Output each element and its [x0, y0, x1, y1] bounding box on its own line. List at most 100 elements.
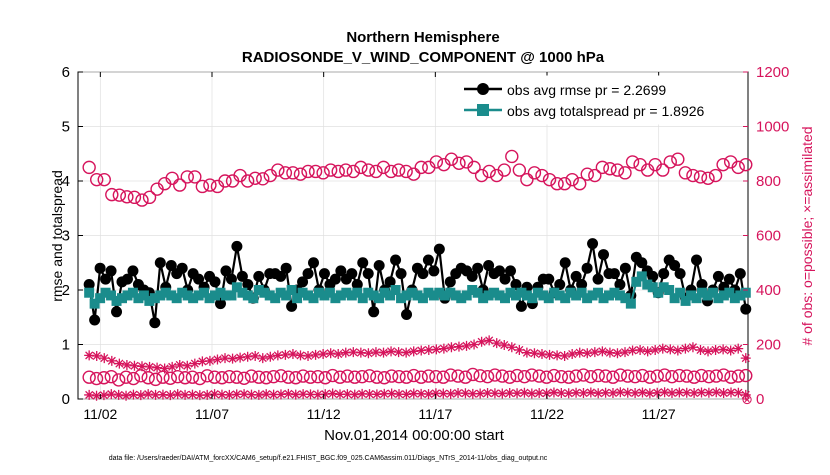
- count-point-assimilated: [239, 389, 250, 400]
- count-point-assimilated: [519, 387, 530, 398]
- count-point-assimilated: [552, 350, 563, 361]
- count-point-assimilated: [355, 347, 366, 358]
- spread-point: [686, 290, 697, 301]
- spread-point: [106, 290, 117, 301]
- count-point-assimilated: [703, 387, 714, 398]
- count-point-possible: [510, 368, 524, 383]
- count-point-assimilated: [461, 340, 472, 351]
- count-point-possible: [248, 171, 262, 185]
- count-point-assimilated: [106, 389, 117, 400]
- count-point-assimilated: [401, 347, 412, 358]
- count-point-assimilated: [157, 389, 168, 400]
- count-point-possible: [535, 168, 549, 183]
- count-point-possible: [193, 371, 207, 386]
- spread-point: [84, 287, 95, 298]
- spread-point: [669, 293, 680, 304]
- y-right-tick-label: 1200: [756, 64, 789, 81]
- rmse-point: [225, 273, 237, 285]
- rmse-point: [390, 254, 402, 266]
- rmse-point: [554, 279, 566, 291]
- count-point-assimilated: [187, 389, 198, 400]
- count-point-assimilated: [627, 345, 638, 356]
- count-point-possible: [323, 163, 338, 177]
- rmse-point: [472, 262, 484, 274]
- spread-point: [352, 287, 363, 298]
- count-point-possible: [170, 369, 185, 384]
- count-point-assimilated: [135, 390, 146, 401]
- spread-point: [565, 287, 576, 298]
- count-point-possible: [195, 179, 210, 194]
- rmse-point: [647, 270, 659, 282]
- count-point-assimilated: [121, 390, 132, 401]
- count-point-assimilated: [476, 336, 487, 347]
- count-point-assimilated: [242, 351, 253, 362]
- spread-point: [111, 295, 122, 306]
- spread-point: [346, 290, 357, 301]
- count-point-possible: [671, 152, 685, 166]
- spread-point: [379, 287, 390, 298]
- spread-point: [593, 287, 604, 298]
- count-point-assimilated: [726, 387, 737, 398]
- series-4: [84, 335, 751, 374]
- count-point-possible: [89, 371, 104, 386]
- count-point-assimilated: [644, 388, 655, 399]
- spread-point: [450, 290, 461, 301]
- spread-point: [625, 298, 636, 309]
- count-point-possible: [628, 369, 642, 384]
- count-point-assimilated: [659, 387, 670, 398]
- count-point-assimilated: [718, 388, 729, 399]
- count-point-assimilated: [143, 389, 154, 400]
- rmse-point: [384, 276, 396, 288]
- count-point-possible: [362, 369, 377, 383]
- rmse-point: [302, 268, 314, 280]
- count-point-possible: [598, 369, 613, 383]
- count-point-possible: [525, 368, 539, 382]
- spread-point: [330, 293, 341, 304]
- count-point-assimilated: [534, 388, 545, 399]
- count-point-assimilated: [430, 388, 441, 399]
- spread-point: [718, 290, 729, 301]
- rmse-point: [105, 265, 117, 277]
- y-axis-left-label: rmse and totalspread: [49, 170, 65, 302]
- count-point-possible: [163, 371, 178, 385]
- rmse-point: [608, 268, 620, 280]
- spread-point: [680, 295, 691, 306]
- spread-point: [89, 298, 100, 309]
- spread-point: [171, 293, 182, 304]
- rmse-point: [176, 262, 188, 274]
- rmse-point: [734, 268, 746, 280]
- rmse-point: [494, 265, 506, 277]
- spread-point: [735, 290, 746, 301]
- rmse-point: [297, 276, 309, 288]
- y-left-tick-label: 2: [62, 282, 70, 299]
- count-point-possible: [230, 370, 244, 384]
- spread-point: [138, 290, 149, 301]
- rmse-point: [121, 273, 133, 285]
- count-point-possible: [384, 164, 398, 179]
- count-point-assimilated: [283, 388, 294, 399]
- count-point-assimilated: [740, 353, 751, 364]
- x-tick-label: 11/12: [307, 406, 341, 422]
- count-point-assimilated: [378, 347, 389, 358]
- count-point-assimilated: [615, 387, 626, 398]
- count-point-possible: [97, 172, 111, 187]
- count-point-assimilated: [416, 345, 427, 356]
- spread-point: [374, 293, 385, 304]
- chart-subtitle: RADIOSONDE_V_WIND_COMPONENT @ 1000 hPa: [242, 49, 605, 66]
- spread-point: [724, 287, 735, 298]
- count-point-assimilated: [666, 388, 677, 399]
- count-point-possible: [289, 371, 303, 385]
- count-point-possible: [542, 172, 557, 187]
- rmse-point: [236, 270, 248, 282]
- count-point-assimilated: [246, 389, 257, 400]
- count-point-possible: [188, 170, 202, 184]
- count-point-possible: [271, 163, 285, 177]
- count-point-possible: [502, 370, 517, 384]
- spread-point: [127, 287, 138, 298]
- count-point-assimilated: [231, 389, 242, 400]
- count-point-possible: [165, 171, 179, 185]
- x-tick-label: 11/27: [642, 406, 676, 422]
- spread-point: [505, 287, 516, 298]
- rmse-point: [422, 254, 434, 266]
- count-point-assimilated: [235, 352, 246, 363]
